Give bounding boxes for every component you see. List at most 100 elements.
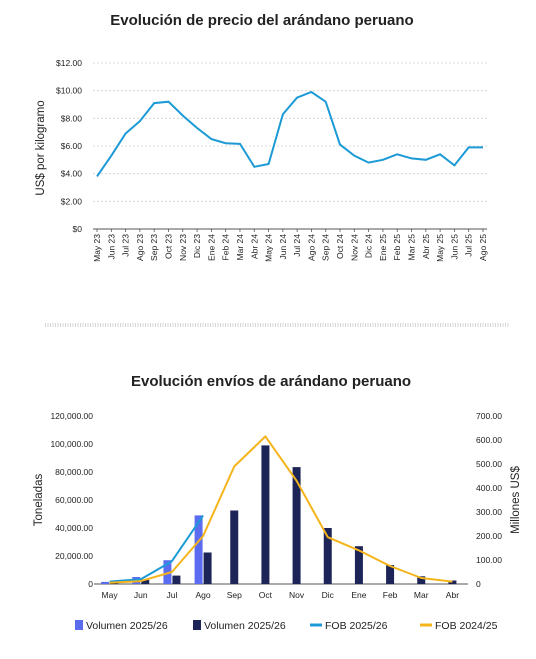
shipments-lines: [109, 435, 453, 584]
y-tick-label: $12.00: [56, 58, 82, 68]
x-tick-label: Dic 24: [364, 234, 374, 258]
shipments-chart-y2-label: Millones US$: [510, 466, 522, 534]
x-tick-label: Jun: [134, 590, 148, 600]
legend-swatch: [75, 620, 83, 630]
bar-volume-dark: [292, 467, 301, 584]
x-tick-label: Ene: [351, 590, 366, 600]
x-tick-label: Dic: [322, 590, 335, 600]
x-tick-label: Jul 24: [292, 234, 302, 257]
x-tick-label: Jun 24: [278, 234, 288, 260]
bar-volume-dark: [230, 510, 239, 584]
right-tick-label: 300.00: [476, 507, 502, 517]
price-chart-title: Evolución de precio del arándano peruano: [110, 12, 413, 29]
shipments-bars: [101, 445, 457, 584]
right-tick-label: 200.00: [476, 531, 502, 541]
bar-volume-dark: [354, 546, 363, 584]
y-tick-label: $0: [73, 224, 83, 234]
price-chart-x-ticks: May 23 Jun 23 Jul 23 Ago 23 Sep 23 Oct 23 Nov …: [92, 229, 488, 262]
x-tick-label: Abr 25: [421, 234, 431, 259]
x-tick-label: Ago 25: [478, 234, 488, 261]
x-tick-label: May 23: [92, 234, 102, 262]
fob-line: [109, 435, 453, 584]
x-tick-label: Abr: [446, 590, 459, 600]
shipments-legend: Volumen 2025/26 Volumen 2025/26 FOB 2025/2…: [75, 620, 498, 632]
shipments-chart-right-ticks: 0 100.00 200.00 300.00 400.00 500.00 600.00 700…: [476, 411, 502, 589]
right-tick-label: 400.00: [476, 483, 502, 493]
left-tick-label: 60,000.00: [55, 495, 93, 505]
bar-volume-light: [101, 581, 110, 584]
x-tick-label: Feb 24: [221, 234, 231, 261]
right-tick-label: 100.00: [476, 555, 502, 565]
bar-volume-dark: [141, 579, 150, 584]
y-tick-label: $6.00: [61, 141, 83, 151]
x-tick-label: Ene 24: [206, 234, 216, 261]
x-tick-label: Jul: [166, 590, 177, 600]
left-tick-label: 0: [88, 579, 93, 589]
shipments-chart-left-ticks: 0 20,000.00 40,000.00 60,000.00 80,000.00 100…: [50, 411, 93, 589]
x-tick-label: Oct 23: [163, 234, 173, 259]
x-tick-label: Jun 23: [106, 234, 116, 260]
x-tick-label: May 24: [264, 234, 274, 262]
bar-volume-light: [194, 515, 203, 584]
price-line: [96, 90, 483, 177]
legend-label: Volumen 2025/26: [86, 620, 168, 632]
bar-volume-dark: [203, 552, 212, 584]
legend-label: Volumen 2025/26: [204, 620, 286, 632]
x-tick-label: Mar 24: [235, 234, 245, 261]
x-tick-label: Sep 24: [321, 234, 331, 261]
shipments-chart-y-label: Toneladas: [33, 474, 45, 527]
right-tick-label: 0: [476, 579, 481, 589]
x-tick-label: Ago 24: [306, 234, 316, 261]
legend-label: FOB 2025/26: [325, 620, 388, 632]
price-chart-y-ticks: $0 $2.00 $4.00 $6.00 $8.00 $10.00 $12.00: [56, 58, 82, 234]
x-tick-label: Sep: [227, 590, 242, 600]
legend-swatch: [193, 620, 201, 630]
shipments-chart-x-ticks: May Jun Jul Ago Sep Oct Nov Dic Ene Feb Mar Abr: [102, 590, 460, 600]
x-tick-label: Sep 23: [149, 234, 159, 261]
x-tick-label: Jun 25: [449, 234, 459, 260]
x-tick-label: Jul 25: [464, 234, 474, 257]
price-chart-y-label: US$ por kilogramo: [35, 100, 47, 195]
right-tick-label: 600.00: [476, 435, 502, 445]
bar-volume-dark: [386, 565, 395, 584]
price-chart-grid: [93, 62, 487, 202]
x-tick-label: Ene 25: [378, 234, 388, 261]
left-tick-label: 80,000.00: [55, 467, 93, 477]
bar-volume-dark: [172, 575, 181, 584]
x-tick-label: Mar 25: [407, 234, 417, 261]
fob-line: [109, 515, 204, 583]
left-tick-label: 20,000.00: [55, 551, 93, 561]
right-tick-label: 700.00: [476, 411, 502, 421]
y-tick-label: $4.00: [61, 169, 83, 179]
x-tick-label: Feb 25: [392, 234, 402, 261]
legend-label: FOB 2024/25: [435, 620, 498, 632]
x-tick-label: Ago 23: [135, 234, 145, 261]
x-tick-label: Dic 23: [192, 234, 202, 258]
y-tick-label: $10.00: [56, 86, 82, 96]
bar-volume-dark: [448, 580, 457, 584]
x-tick-label: Feb: [383, 590, 398, 600]
x-tick-label: Oct: [259, 590, 273, 600]
bar-volume-light: [163, 560, 172, 584]
x-tick-label: Nov 23: [178, 234, 188, 261]
x-tick-label: May 25: [435, 234, 445, 262]
y-tick-label: $8.00: [61, 113, 83, 123]
bar-volume-dark: [417, 576, 426, 584]
x-tick-label: May: [102, 590, 119, 600]
left-tick-label: 120,000.00: [50, 411, 93, 421]
x-tick-label: Jul 23: [121, 234, 131, 257]
y-tick-label: $2.00: [61, 196, 83, 206]
bar-volume-dark: [323, 528, 332, 584]
x-tick-label: Oct 24: [335, 234, 345, 259]
bar-volume-dark: [261, 445, 270, 584]
left-tick-label: 40,000.00: [55, 523, 93, 533]
x-tick-label: Nov: [289, 590, 305, 600]
x-tick-label: Ago: [196, 590, 211, 600]
x-tick-label: Abr 24: [249, 234, 259, 259]
x-tick-label: Mar: [414, 590, 429, 600]
shipments-chart-title: Evolución envíos de arándano peruano: [131, 373, 411, 390]
left-tick-label: 100,000.00: [50, 439, 93, 449]
x-tick-label: Nov 24: [349, 234, 359, 261]
right-tick-label: 500.00: [476, 459, 502, 469]
